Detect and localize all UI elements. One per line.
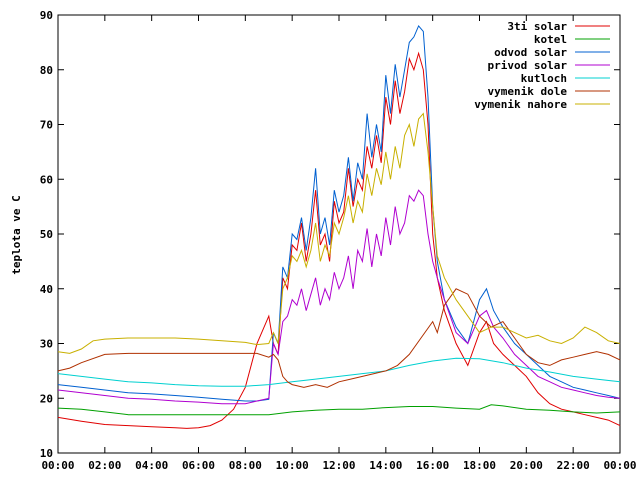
y-tick-label: 90 (40, 9, 53, 22)
x-tick-label: 22:00 (557, 459, 590, 472)
y-tick-label: 10 (40, 447, 53, 460)
series-line-3ti-solar (57, 51, 621, 429)
x-tick-label: 00:00 (603, 459, 636, 472)
legend-label: kotel (534, 33, 567, 46)
x-tick-label: 00:00 (41, 459, 74, 472)
y-tick-label: 30 (40, 338, 53, 351)
series-line-privod-solar (57, 189, 621, 405)
x-tick-label: 10:00 (276, 459, 309, 472)
x-tick-label: 06:00 (182, 459, 215, 472)
x-tick-label: 14:00 (369, 459, 402, 472)
legend-label: odvod solar (494, 46, 567, 59)
y-axis-title: teplota ve C (10, 195, 23, 274)
legend-label: 3ti solar (507, 20, 567, 33)
legend-label: kutloch (521, 72, 567, 85)
y-tick-label: 70 (40, 119, 53, 132)
axes: 10 20 30 40 50 60 70 80 90 00:00 02:00 04:00 06:00 08… (40, 9, 637, 472)
x-tick-label: 20:00 (510, 459, 543, 472)
x-tick-label: 16:00 (416, 459, 449, 472)
series-line-kutloch (57, 357, 621, 387)
x-tick-label: 02:00 (88, 459, 121, 472)
y-tick-label: 80 (40, 64, 53, 77)
y-tick-label: 60 (40, 173, 53, 186)
series-line-vymenik-dole (57, 288, 621, 388)
legend-label: privod solar (488, 59, 568, 72)
legend-label: vymenik dole (488, 85, 568, 98)
x-tick-label: 18:00 (463, 459, 496, 472)
x-tick-label: 04:00 (135, 459, 168, 472)
y-tick-label: 20 (40, 392, 53, 405)
series-line-kotel (57, 404, 621, 416)
y-tick-label: 50 (40, 228, 53, 241)
series-line-vymenik-nahore (57, 112, 621, 354)
x-tick-label: 12:00 (322, 459, 355, 472)
x-tick-label: 08:00 (229, 459, 262, 472)
legend-label: vymenik nahore (474, 98, 567, 111)
series-group (57, 24, 621, 429)
y-tick-label: 40 (40, 283, 53, 296)
